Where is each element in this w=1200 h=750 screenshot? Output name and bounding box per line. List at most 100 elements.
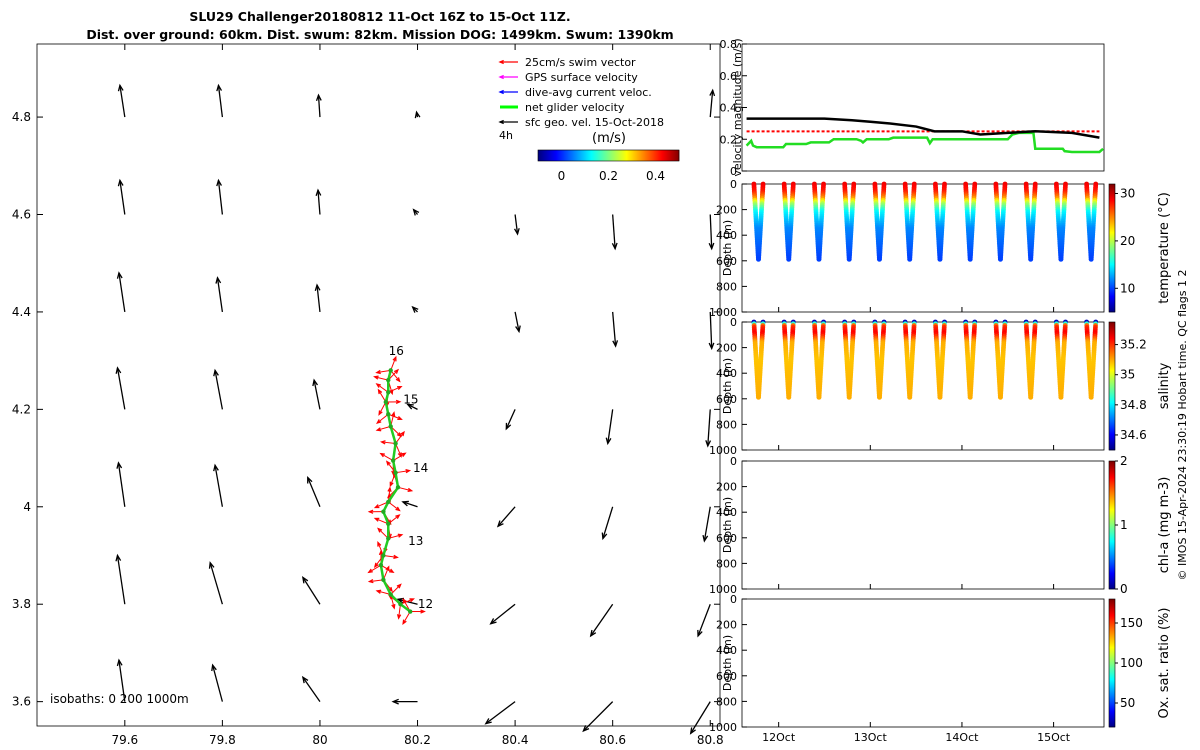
depth-colorbar-cell bbox=[1109, 208, 1115, 210]
map-ytick-label: 4.6 bbox=[12, 208, 31, 222]
depth-colorbar-cell bbox=[1109, 496, 1115, 498]
depth-colorbar-cell bbox=[1109, 225, 1115, 227]
profile-point bbox=[998, 394, 1003, 400]
depth-colorbar-cell bbox=[1109, 625, 1115, 627]
map-ytick-label: 4.4 bbox=[12, 305, 31, 319]
depth-colorbar-cell bbox=[1109, 563, 1115, 565]
depth-colorbar-cell bbox=[1109, 419, 1115, 421]
colorbar-cell bbox=[654, 150, 656, 161]
depth-colorbar-cell bbox=[1109, 649, 1115, 651]
colorbar-cell bbox=[602, 150, 604, 161]
swim-vector-head bbox=[400, 430, 405, 437]
current-vector-head bbox=[484, 718, 492, 725]
swim-vector-head bbox=[395, 514, 401, 519]
depth-colorbar-cell bbox=[1109, 213, 1115, 215]
depth-colorbar-cell bbox=[1109, 466, 1115, 468]
velocity-series-line bbox=[745, 131, 1104, 154]
velocity-ytick-label: 0 bbox=[730, 165, 737, 178]
depth-colorbar-cell bbox=[1109, 657, 1115, 659]
depth-colorbar-cell bbox=[1109, 558, 1115, 560]
depth-colorbar-cell bbox=[1109, 354, 1115, 356]
colorbar-cell bbox=[572, 150, 574, 161]
depth-colorbar-cell bbox=[1109, 232, 1115, 234]
depth-colorbar-cell bbox=[1109, 207, 1115, 209]
depth-colorbar-cell bbox=[1109, 209, 1115, 211]
depth-colorbar-cell bbox=[1109, 474, 1115, 476]
depth-colorbar-cell bbox=[1109, 468, 1115, 470]
depth-colorbar-cell bbox=[1109, 374, 1115, 376]
current-vector-head bbox=[115, 366, 122, 374]
depth-colorbar-cell bbox=[1109, 440, 1115, 442]
colorbar-cell bbox=[583, 150, 585, 161]
swim-vector bbox=[390, 357, 397, 371]
depth-colorbar-cell bbox=[1109, 288, 1115, 290]
depth-ytick-label: 0 bbox=[730, 455, 737, 468]
colorbar-cell bbox=[653, 150, 655, 161]
swim-vector-head bbox=[375, 383, 381, 388]
colorbar-cell bbox=[562, 150, 564, 161]
swim-vector-head bbox=[391, 411, 396, 417]
depth-colorbar-cell bbox=[1109, 499, 1115, 501]
swim-vector-head bbox=[401, 452, 407, 457]
depth-colorbar-cell bbox=[1109, 415, 1115, 417]
legend-label: net glider velocity bbox=[525, 101, 625, 114]
swim-vector-head bbox=[393, 368, 399, 374]
colorbar-cell bbox=[639, 150, 641, 161]
track-point bbox=[381, 553, 386, 558]
colorbar-cell bbox=[593, 150, 595, 161]
depth-colorbar-cell bbox=[1109, 271, 1115, 273]
depth-colorbar-cell bbox=[1109, 196, 1115, 198]
profile-point bbox=[846, 256, 852, 262]
depth-colorbar-cell bbox=[1109, 449, 1115, 451]
depth-colorbar-cell bbox=[1109, 250, 1115, 252]
profile-point bbox=[937, 256, 943, 262]
depth-colorbar-cell bbox=[1109, 339, 1115, 341]
depth-colorbar-cell bbox=[1109, 212, 1115, 214]
depth-colorbar-cell bbox=[1109, 515, 1115, 517]
depth-colorbar-cell bbox=[1109, 353, 1115, 355]
colorbar-cell bbox=[624, 150, 626, 161]
depth-colorbar-cell bbox=[1109, 293, 1115, 295]
depth-colorbar-cell bbox=[1109, 578, 1115, 580]
colorbar-cell bbox=[607, 150, 609, 161]
colorbar-cell bbox=[668, 150, 670, 161]
current-vector-head bbox=[612, 340, 619, 348]
track-point bbox=[381, 577, 386, 583]
day-label: 14 bbox=[413, 461, 428, 475]
depth-colorbar-cell bbox=[1109, 609, 1115, 611]
velocity-series-line bbox=[746, 117, 1100, 139]
depth-colorbar-cell bbox=[1109, 465, 1115, 467]
depth-colorbar-cell bbox=[1109, 302, 1115, 304]
depth-colorbar-cell bbox=[1109, 602, 1115, 604]
depth-colorbar-cell bbox=[1109, 694, 1115, 696]
depth-colorbar-cell bbox=[1109, 467, 1115, 469]
depth-colorbar-cell bbox=[1109, 203, 1115, 205]
depth-colorbar-cell bbox=[1109, 640, 1115, 642]
depth-colorbar-cell bbox=[1109, 336, 1115, 338]
depth-colorbar-cell bbox=[1109, 386, 1115, 388]
depth-colorbar-cell bbox=[1109, 350, 1115, 352]
current-vector bbox=[209, 562, 224, 605]
depth-colorbar-cell bbox=[1109, 188, 1115, 190]
depth-colorbar-cell bbox=[1109, 230, 1115, 232]
depth-colorbar-cell bbox=[1109, 461, 1115, 463]
depth-colorbar-cell bbox=[1109, 624, 1115, 626]
colorbar-tick-label: 0.4 bbox=[646, 169, 665, 183]
track-point bbox=[383, 399, 389, 405]
colorbar-cell bbox=[610, 150, 612, 161]
depth-colorbar-cell bbox=[1109, 447, 1115, 449]
depth-colorbar-cell bbox=[1109, 483, 1115, 485]
depth-colorbar-cell bbox=[1109, 699, 1115, 701]
depth-ytick-label: 600 bbox=[716, 670, 737, 683]
depth-colorbar-cell bbox=[1109, 505, 1115, 507]
current-vector-head bbox=[582, 725, 590, 733]
swim-vector-head bbox=[395, 506, 401, 512]
depth-colorbar-cell bbox=[1109, 554, 1115, 556]
depth-colorbar-cell bbox=[1109, 575, 1115, 577]
current-vector-head bbox=[215, 276, 222, 284]
depth-colorbar-tick-label: 10 bbox=[1120, 281, 1135, 295]
depth-colorbar-cell bbox=[1109, 413, 1115, 415]
depth-colorbar-cell bbox=[1109, 261, 1115, 263]
depth-colorbar-cell bbox=[1109, 707, 1115, 709]
depth-colorbar-cell bbox=[1109, 341, 1115, 343]
